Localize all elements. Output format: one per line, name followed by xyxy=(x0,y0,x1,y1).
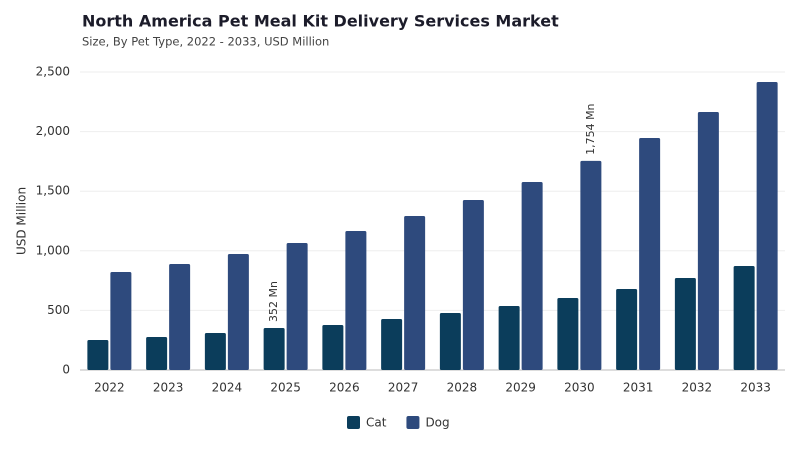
bar xyxy=(169,264,191,370)
x-tick-label: 2032 xyxy=(682,381,713,395)
bar xyxy=(263,328,285,370)
bar xyxy=(557,298,579,370)
x-tick-label: 2022 xyxy=(94,381,125,395)
bar xyxy=(322,324,344,370)
bar xyxy=(521,182,543,370)
bar xyxy=(674,277,696,370)
bar xyxy=(227,254,249,370)
y-tick-label: 500 xyxy=(47,303,70,317)
bar xyxy=(404,215,426,370)
y-axis-label: USD Million xyxy=(15,187,29,255)
bar xyxy=(462,200,484,370)
bar xyxy=(756,82,778,370)
bar xyxy=(146,336,168,370)
legend-label: Cat xyxy=(366,416,387,430)
bar xyxy=(498,305,520,370)
x-tick-label: 2024 xyxy=(212,381,243,395)
y-tick-label: 2,000 xyxy=(36,124,70,138)
bar xyxy=(639,138,661,370)
y-tick-label: 0 xyxy=(62,363,70,377)
x-tick-label: 2029 xyxy=(505,381,536,395)
x-tick-label: 2028 xyxy=(447,381,478,395)
chart-title: North America Pet Meal Kit Delivery Serv… xyxy=(82,12,559,31)
legend-label: Dog xyxy=(425,416,449,430)
legend-swatch xyxy=(347,416,360,429)
y-tick-label: 1,000 xyxy=(36,243,70,257)
bar xyxy=(204,333,226,370)
x-tick-label: 2023 xyxy=(153,381,184,395)
bar xyxy=(286,243,308,370)
legend-swatch xyxy=(406,416,420,429)
x-tick-label: 2026 xyxy=(329,381,360,395)
bar xyxy=(110,272,132,370)
bar xyxy=(87,339,109,370)
chart-subtitle: Size, By Pet Type, 2022 - 2033, USD Mill… xyxy=(82,35,329,49)
bar xyxy=(616,288,638,370)
y-tick-label: 1,500 xyxy=(36,184,70,198)
x-tick-label: 2030 xyxy=(564,381,595,395)
x-tick-label: 2027 xyxy=(388,381,419,395)
bar xyxy=(697,112,719,370)
bar xyxy=(580,160,602,370)
x-tick-label: 2025 xyxy=(270,381,301,395)
y-tick-label: 2,500 xyxy=(36,65,70,79)
bar xyxy=(345,231,367,370)
x-tick-label: 2031 xyxy=(623,381,654,395)
bar xyxy=(733,266,755,370)
bar xyxy=(381,318,403,370)
data-label: 1,754 Mn xyxy=(584,103,597,154)
x-tick-label: 2033 xyxy=(740,381,771,395)
bar xyxy=(439,313,461,370)
data-label: 352 Mn xyxy=(267,281,280,322)
